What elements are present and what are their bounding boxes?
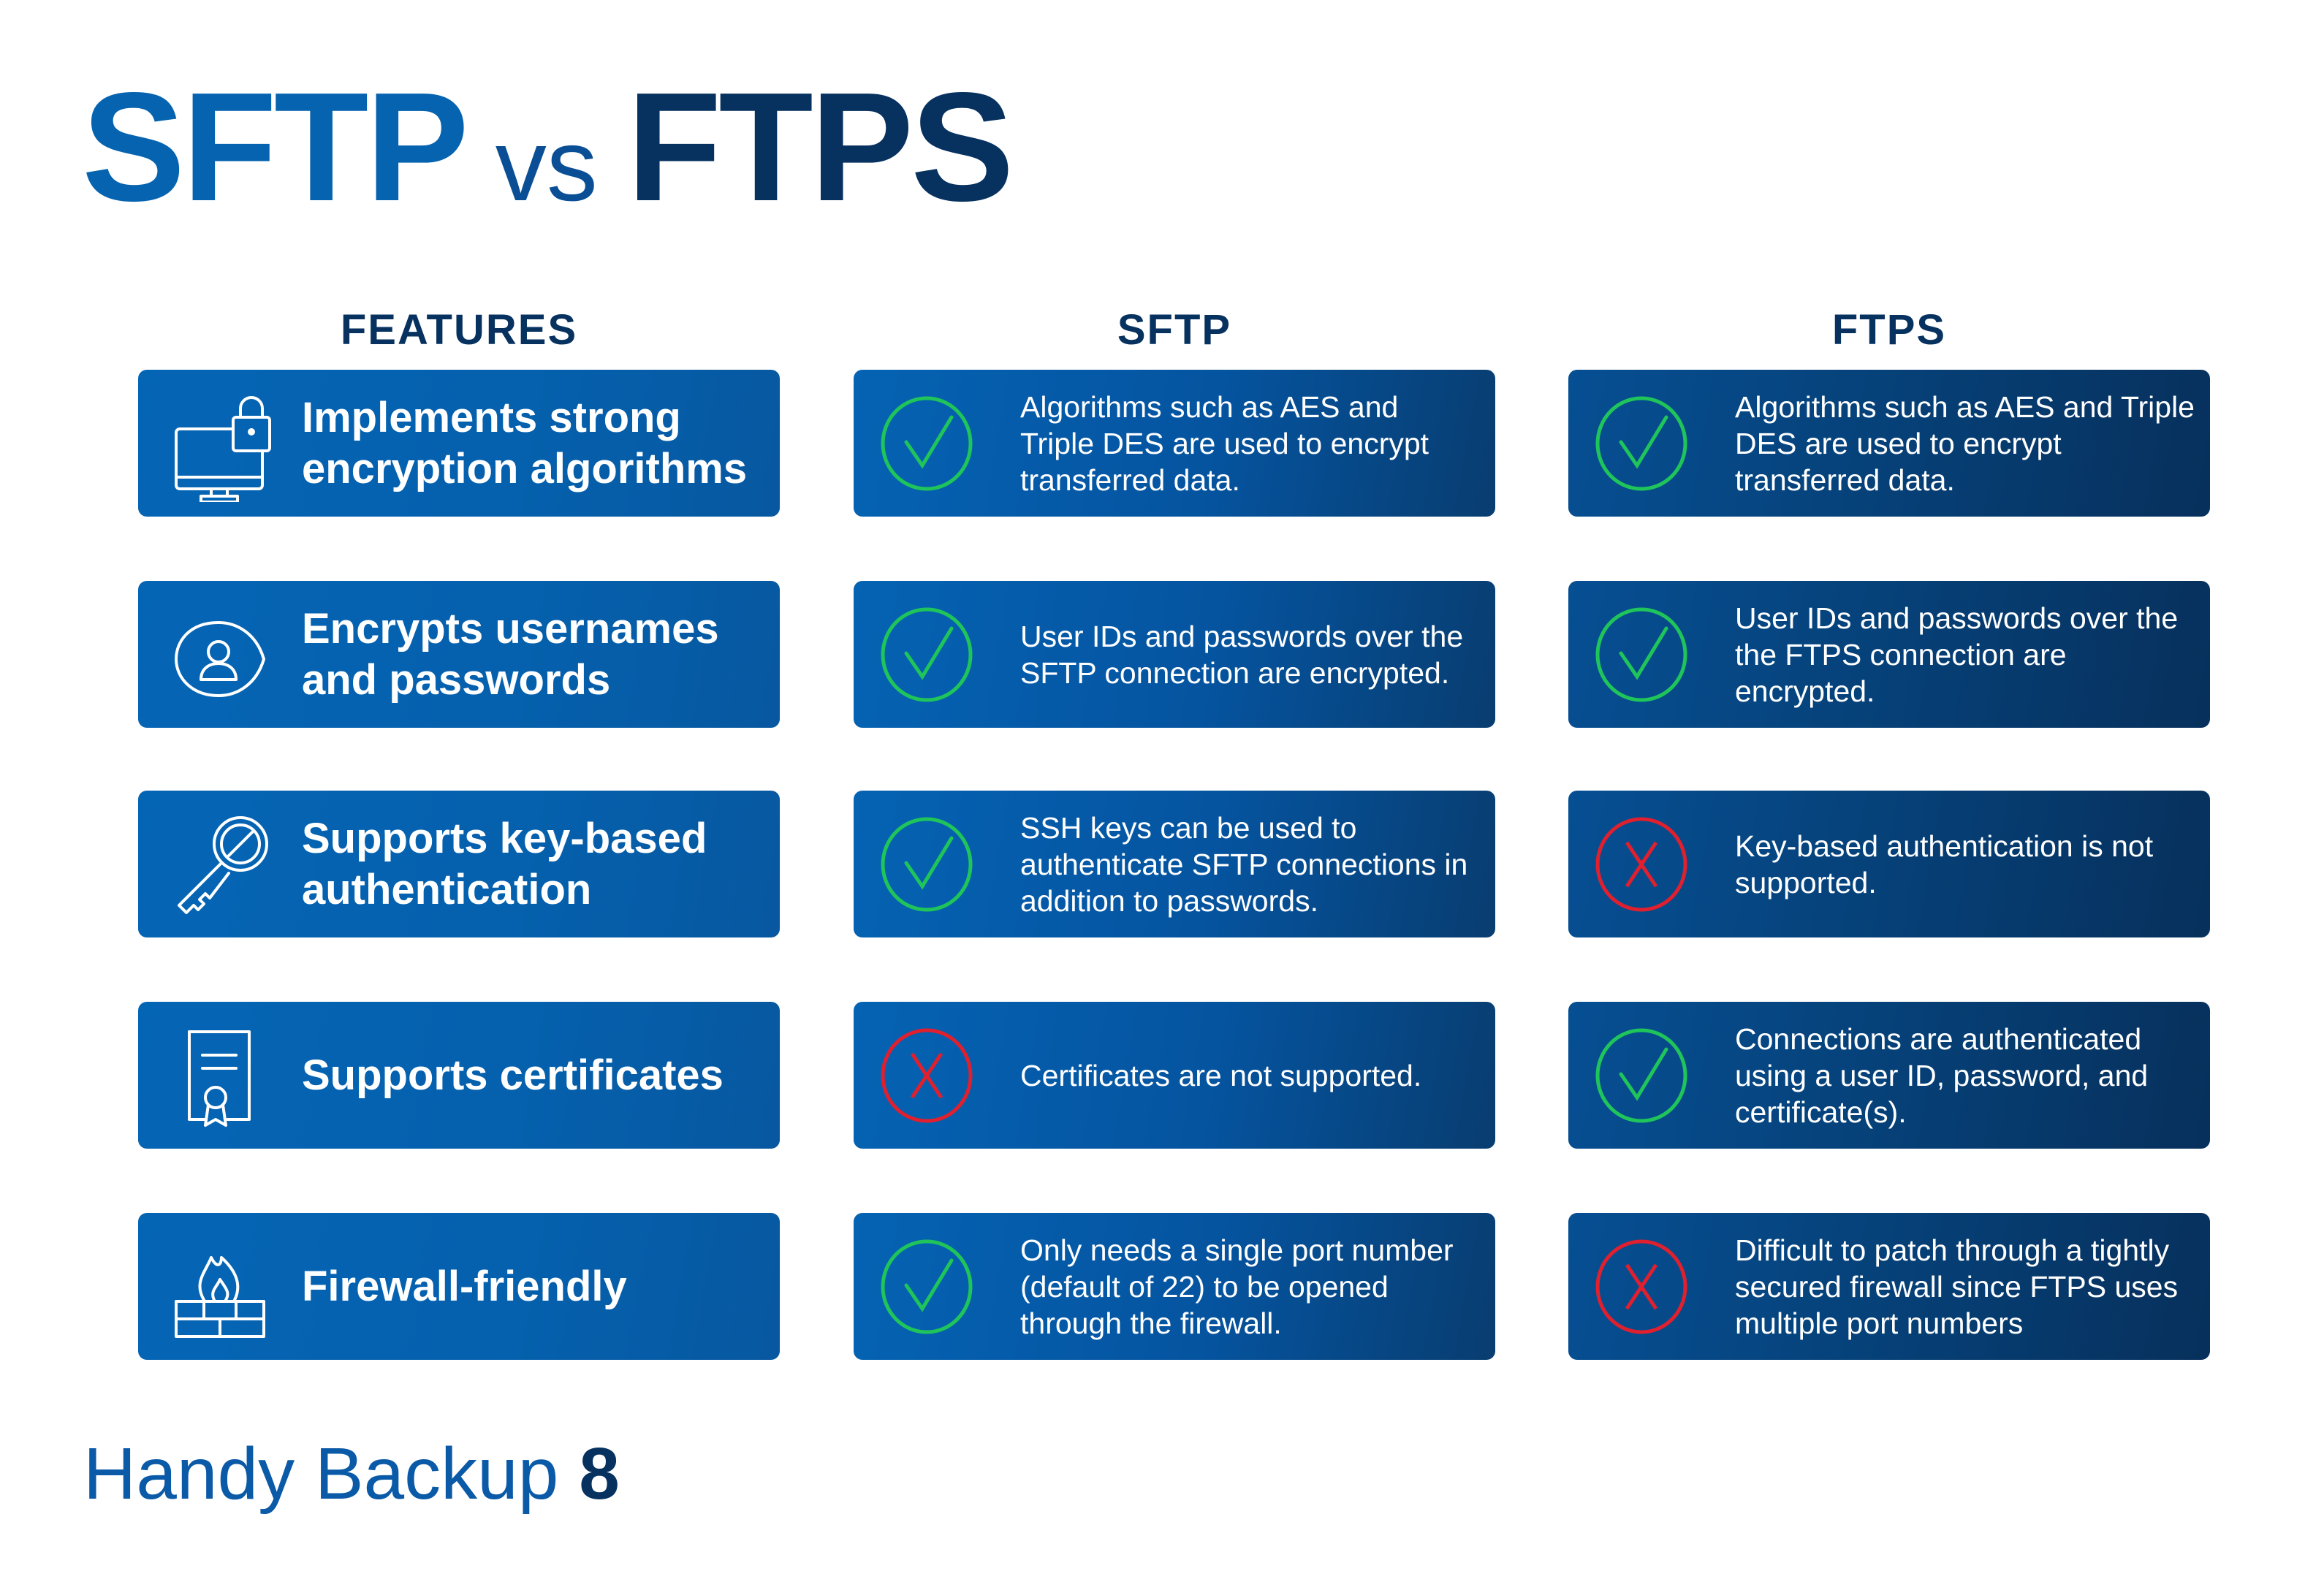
column-header-ftps: FTPS <box>1831 306 1947 354</box>
check-icon <box>881 396 973 490</box>
firewall-icon <box>175 1255 265 1338</box>
ftps-cell: Algorithms such as AES and Triple DES ar… <box>1568 370 2210 517</box>
feature-cell: Implements strong encryption algorithms <box>138 370 780 517</box>
sftp-cell: SSH keys can be used to authenticate SFT… <box>854 791 1495 937</box>
title-ftps: FTPS <box>626 60 1014 233</box>
feature-label: Supports certificates <box>302 1051 724 1099</box>
ftps-cell: Connections are authenticated using a us… <box>1568 1002 2210 1149</box>
sftp-description: Only needs a single port number (default… <box>1020 1233 1454 1340</box>
ftps-description: User IDs and passwords over the the FTPS… <box>1735 601 2179 708</box>
feature-cell: Supports certificates <box>138 1002 780 1149</box>
ftps-cell: Difficult to patch through a tightly sec… <box>1568 1213 2210 1360</box>
user-shield-icon <box>175 620 265 697</box>
check-icon <box>1595 1028 1687 1122</box>
feature-cell: Firewall-friendly <box>138 1213 780 1360</box>
brand-version: 8 <box>579 1433 620 1515</box>
sftp-cell: User IDs and passwords over the SFTP con… <box>854 581 1495 728</box>
sftp-description: SSH keys can be used to authenticate SFT… <box>1020 810 1468 918</box>
brand-logo: Handy Backup 8 <box>83 1432 620 1516</box>
feature-cell: Encrypts usernames and passwords <box>138 581 780 728</box>
title-sftp: SFTP <box>82 60 469 233</box>
sftp-cell: Algorithms such as AES and Triple DES ar… <box>854 370 1495 517</box>
ftps-cell: User IDs and passwords over the the FTPS… <box>1568 581 2210 728</box>
ftps-cell: Key-based authentication is not supporte… <box>1568 791 2210 937</box>
sftp-cell: Only needs a single port number (default… <box>854 1213 1495 1360</box>
check-icon <box>881 817 973 911</box>
cross-icon <box>1595 817 1687 911</box>
feature-label: Implements strong encryption algorithms <box>302 393 748 492</box>
feature-label: Encrypts usernames and passwords <box>302 604 719 704</box>
certificate-icon <box>188 1030 251 1127</box>
brand-name: Handy Backup <box>83 1433 559 1515</box>
cross-icon <box>1595 1239 1687 1334</box>
column-header-features: FEATURES <box>340 306 578 354</box>
sftp-description: Certificates are not supported. <box>1020 1058 1422 1092</box>
sftp-cell: Certificates are not supported. <box>854 1002 1495 1149</box>
feature-label: Supports key-based authentication <box>302 814 707 913</box>
feature-label: Firewall-friendly <box>302 1262 627 1310</box>
monitor-lock-icon <box>175 395 271 502</box>
ftps-description: Connections are authenticated using a us… <box>1735 1022 2149 1129</box>
check-icon <box>1595 396 1687 490</box>
sftp-description: User IDs and passwords over the SFTP con… <box>1020 619 1464 690</box>
ftps-description: Key-based authentication is not supporte… <box>1735 829 2154 899</box>
cross-icon <box>881 1028 973 1122</box>
ftps-description: Algorithms such as AES and Triple DES ar… <box>1735 389 2195 497</box>
sftp-description: Algorithms such as AES and Triple DES ar… <box>1020 389 1429 497</box>
title-vs: vs <box>495 107 598 222</box>
page-title: SFTP vs FTPS <box>82 69 1014 224</box>
column-header-sftp: SFTP <box>1117 306 1232 354</box>
check-icon <box>881 1239 973 1334</box>
key-icon <box>178 815 268 914</box>
feature-cell: Supports key-based authentication <box>138 791 780 937</box>
check-icon <box>881 607 973 701</box>
check-icon <box>1595 607 1687 701</box>
ftps-description: Difficult to patch through a tightly sec… <box>1735 1233 2179 1340</box>
